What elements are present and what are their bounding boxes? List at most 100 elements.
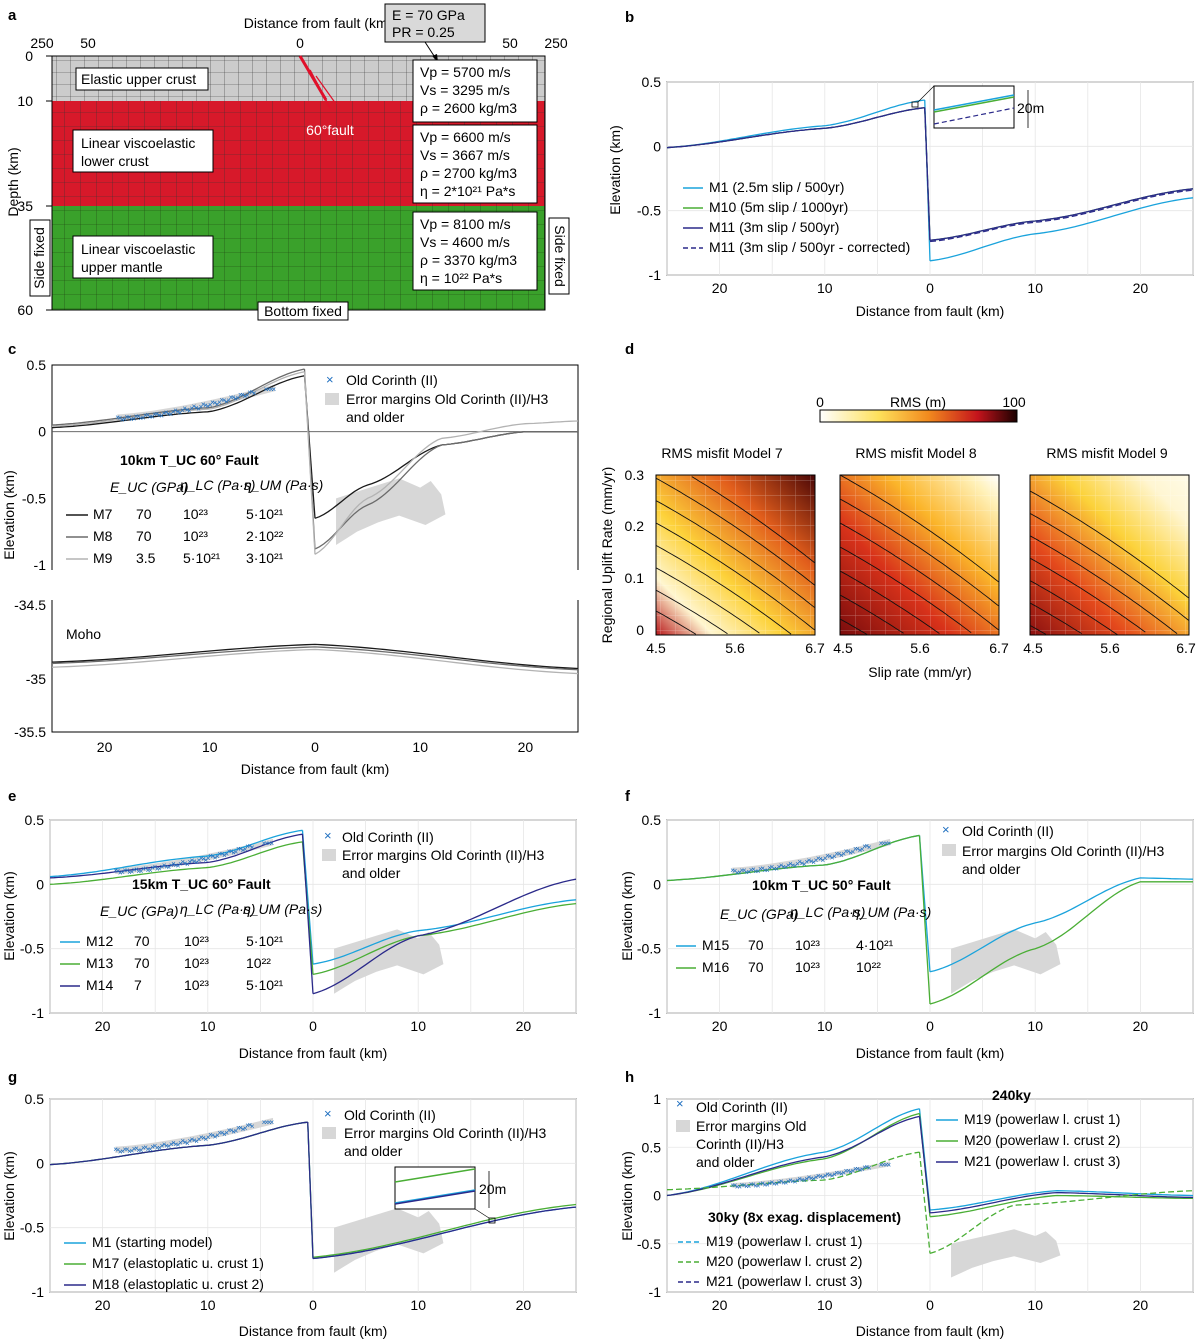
observation-point: × xyxy=(210,398,215,407)
observation-point: × xyxy=(176,1141,181,1150)
ytick: -0.5 xyxy=(20,941,44,957)
props-upper-crust xyxy=(412,59,538,123)
observation-point: × xyxy=(830,853,835,862)
row-name: M12 xyxy=(86,933,113,949)
observation-point: × xyxy=(744,1182,749,1191)
xtick: 0 xyxy=(311,739,319,755)
legend-text: Old Corinth (II) xyxy=(696,1099,788,1115)
ytick: 0.1 xyxy=(625,570,645,586)
series-hangingwall xyxy=(929,881,1193,1005)
contour-line xyxy=(655,589,728,635)
observation-point: × xyxy=(781,1178,786,1187)
observation-point: × xyxy=(185,860,190,869)
observation-point: × xyxy=(118,1148,123,1157)
observation-point: × xyxy=(788,1176,793,1185)
observation-point: × xyxy=(229,847,234,856)
observation-point: × xyxy=(758,1180,763,1189)
observation-point: × xyxy=(834,849,839,858)
ytick-lower: -35 xyxy=(26,671,46,687)
observation-point: × xyxy=(162,1140,167,1149)
contour-line xyxy=(1029,602,1082,634)
row-um: 3·10²¹ xyxy=(246,550,284,566)
observation-point: × xyxy=(220,850,225,859)
observation-point: × xyxy=(155,409,160,418)
panel-g-legend-obs: × Old Corinth (II) Error margins Old Cor… xyxy=(322,1106,546,1159)
layer-name-lower-crust-2: lower crust xyxy=(81,153,149,169)
layer-name-mantle-2: upper mantle xyxy=(81,259,163,275)
observation-point: × xyxy=(751,1180,756,1189)
ytick: 0.5 xyxy=(27,357,47,373)
observation-point: × xyxy=(208,1131,213,1140)
series-fault-step xyxy=(303,371,316,555)
prop-text: η = 10²² Pa*s xyxy=(420,270,502,286)
panel-a-xlabel: Distance from fault (km) xyxy=(244,15,393,31)
observation-point: × xyxy=(266,385,271,394)
ytick: 0.5 xyxy=(25,1091,45,1107)
err-swatch xyxy=(676,1120,690,1132)
observation-point: × xyxy=(851,1167,856,1176)
panel-a-xtick: 50 xyxy=(80,35,96,51)
series-moho xyxy=(51,646,579,671)
row-e: 7 xyxy=(134,977,142,993)
series-footwall xyxy=(666,834,920,882)
observation-point: × xyxy=(125,413,130,422)
observation-point: × xyxy=(821,1173,826,1182)
legend-text: Error margins Old xyxy=(696,1118,806,1134)
observation-point: × xyxy=(770,863,775,872)
observation-point: × xyxy=(814,856,819,865)
observation-point: × xyxy=(243,1124,248,1133)
panel-c-ylabel: Elevation (km) xyxy=(1,470,17,559)
row-lc: 10²³ xyxy=(184,955,209,971)
observation-point: × xyxy=(176,862,181,871)
observation-point: × xyxy=(243,392,248,401)
observation-point: × xyxy=(855,844,860,853)
legend-text: M11 (3m slip / 500yr - corrected) xyxy=(709,239,910,255)
panel-h: h ××××××××××××××××××××××××××××××××××××××… xyxy=(619,1069,1194,1339)
panel-c: c ××××××××××××××××××××××××××××××××××××××… xyxy=(1,341,583,777)
panel-h-head2: 30ky (8x exag. displacement) xyxy=(708,1209,901,1225)
panel-a-xtick: 250 xyxy=(30,35,54,51)
prop-text: ρ = 3370 kg/m3 xyxy=(420,252,517,268)
ytick-lower: -35.5 xyxy=(14,724,46,740)
observation-point: × xyxy=(204,1135,209,1144)
legend-text: Corinth (II)/H3 xyxy=(696,1136,784,1152)
xtick: 10 xyxy=(202,739,218,755)
panel-h-head1: 240ky xyxy=(992,1087,1031,1103)
observation-point: × xyxy=(790,1177,795,1186)
ytick: -1 xyxy=(34,557,47,573)
obs-marker-icon: × xyxy=(324,1106,332,1121)
observation-point: × xyxy=(132,1144,137,1153)
observation-point: × xyxy=(180,406,185,415)
xtick: 0 xyxy=(926,1297,934,1313)
legend-text: M20 (powerlaw l. crust 2) xyxy=(964,1132,1120,1148)
xtick: 20 xyxy=(516,1297,532,1313)
panel-g-inset-label: 20m xyxy=(479,1181,506,1197)
observation-point: × xyxy=(160,862,165,871)
legend-text: and older xyxy=(342,865,401,881)
legend-text: M17 (elastoplatic u. crust 1) xyxy=(92,1255,264,1271)
observation-point: × xyxy=(157,411,162,420)
observation-point: × xyxy=(837,850,842,859)
xtick: 6.7 xyxy=(805,640,825,656)
ytick: -1 xyxy=(649,1005,662,1021)
prop-text: Vp = 6600 m/s xyxy=(420,129,511,145)
row-um: 5·10²¹ xyxy=(246,506,284,522)
panel-a-ytick: 0 xyxy=(25,48,33,64)
heatmap-title-8: RMS misfit Model 8 xyxy=(855,445,977,461)
contour-line xyxy=(655,522,816,631)
observation-point: × xyxy=(152,410,157,419)
observation-point: × xyxy=(790,861,795,870)
observation-point: × xyxy=(208,852,213,861)
observation-point: × xyxy=(148,1145,153,1154)
observation-point: × xyxy=(208,400,213,409)
panel-h-xlabel: Distance from fault (km) xyxy=(856,1323,1005,1339)
observation-point: × xyxy=(215,1131,220,1140)
observation-point: × xyxy=(201,400,206,409)
observation-point: × xyxy=(201,855,206,864)
row-e: 70 xyxy=(748,959,764,975)
col-head: η_UM (Pa·s) xyxy=(244,477,323,493)
observation-point: × xyxy=(167,1142,172,1151)
observation-point: × xyxy=(120,1147,125,1156)
error-band xyxy=(732,1161,891,1188)
panel-b-inset-label: 20m xyxy=(1017,100,1044,116)
